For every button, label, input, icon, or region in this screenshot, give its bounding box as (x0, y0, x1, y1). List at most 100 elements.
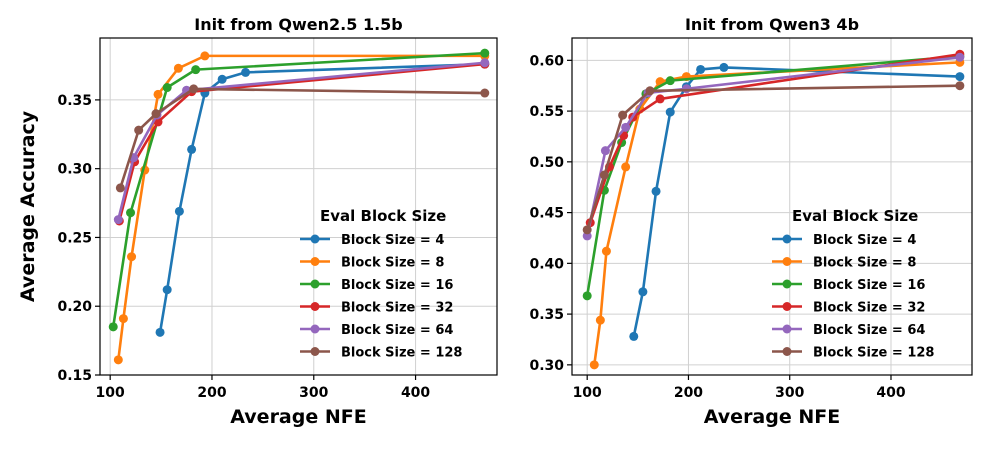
data-point (589, 360, 599, 370)
legend-swatch-marker (310, 279, 320, 289)
y-tick-label: 0.30 (529, 358, 564, 374)
chart-title: Init from Qwen3 4b (685, 15, 859, 34)
data-point (621, 122, 631, 132)
legend-item: Block Size = 8 (300, 256, 444, 271)
data-point (638, 287, 648, 297)
y-axis-label: Average Accuracy (17, 110, 39, 302)
x-tick-label: 300 (775, 385, 804, 401)
legend-swatch-marker (782, 302, 792, 311)
x-axis-label: Average NFE (704, 406, 840, 428)
data-point (151, 109, 161, 119)
legend-label: Block Size = 8 (813, 256, 916, 271)
legend-title: Eval Block Size (320, 207, 446, 225)
series-line (118, 62, 485, 222)
data-point (200, 51, 210, 61)
y-tick-label: 0.40 (529, 256, 564, 272)
data-point (127, 252, 137, 262)
y-tick-label: 0.35 (57, 93, 92, 109)
y-tick-label: 0.60 (529, 53, 564, 69)
data-point (113, 215, 123, 225)
legend-item: Block Size = 4 (300, 233, 444, 248)
chart-title: Init from Qwen2.5 1.5b (194, 15, 402, 34)
data-point (173, 63, 183, 73)
data-point (655, 94, 665, 104)
x-axis-label: Average NFE (230, 406, 366, 428)
legend-label: Block Size = 16 (341, 278, 453, 293)
data-point (174, 206, 184, 216)
legend-title: Eval Block Size (792, 207, 918, 225)
data-point (651, 186, 661, 196)
x-tick-label: 100 (573, 385, 602, 401)
legend-label: Block Size = 32 (341, 301, 453, 316)
legend-item: Block Size = 128 (772, 346, 934, 361)
legend-items: Block Size = 4 Block Size = 8 Block Size =… (300, 233, 462, 361)
y-tick-label: 0.55 (529, 104, 564, 120)
legend-label: Block Size = 64 (341, 323, 453, 338)
legend-item: Block Size = 64 (772, 323, 925, 338)
series-4 (113, 58, 490, 225)
legend-item: Block Size = 32 (300, 301, 453, 316)
data-point (955, 52, 965, 62)
legend-item: Block Size = 8 (772, 256, 916, 271)
data-point (115, 183, 125, 193)
data-point (665, 76, 675, 86)
y-tick-label: 0.20 (57, 299, 92, 315)
legend-swatch-marker (782, 279, 792, 289)
legend-label: Block Size = 4 (813, 233, 916, 248)
series-2 (108, 48, 490, 332)
data-point (189, 84, 199, 94)
legend-swatch-marker (310, 234, 320, 244)
x-tick-label: 200 (197, 385, 226, 401)
chart-panel-qwen25: 100 200 300 400 0.15 0.20 0.25 0.30 0.35 Init fr… (17, 15, 498, 428)
data-point (187, 144, 197, 154)
legend-swatch-marker (782, 324, 792, 334)
data-point (601, 246, 611, 256)
legend-items: Block Size = 4 Block Size = 8 Block Size =… (772, 233, 934, 361)
y-tick-label: 0.45 (529, 206, 564, 222)
series-0 (155, 59, 490, 337)
legend-label: Block Size = 8 (341, 256, 444, 271)
series-line (117, 61, 485, 220)
data-point (618, 110, 628, 120)
legend-swatch-marker (310, 257, 320, 266)
series-line (119, 87, 485, 189)
legend-item: Block Size = 32 (772, 301, 925, 316)
legend-swatch-marker (310, 302, 320, 311)
grid-layer (572, 38, 972, 375)
plot-frame (99, 37, 498, 376)
data-point (134, 125, 144, 135)
data-point (629, 331, 639, 341)
x-tick-label: 400 (401, 385, 430, 401)
legend-swatch-marker (782, 347, 792, 356)
series-0 (629, 62, 965, 341)
data-point (719, 62, 729, 72)
legend-label: Block Size = 32 (813, 301, 925, 316)
data-point (681, 84, 691, 94)
legend-swatch-marker (310, 347, 320, 356)
data-point (621, 162, 631, 172)
data-point (595, 315, 605, 325)
data-point (126, 208, 136, 218)
x-tick-label: 400 (876, 385, 905, 401)
data-point (217, 74, 227, 84)
x-tick-label: 100 (96, 385, 125, 401)
data-point (162, 285, 172, 295)
data-point (191, 65, 201, 75)
data-point (696, 64, 706, 74)
data-point (665, 107, 675, 117)
legend-swatch-marker (310, 324, 320, 334)
legend-label: Block Size = 128 (341, 346, 462, 361)
data-point (955, 81, 965, 91)
legend-item: Block Size = 4 (772, 233, 916, 248)
data-point (153, 89, 163, 99)
legend-label: Block Size = 16 (813, 278, 925, 293)
legend-item: Block Size = 128 (300, 346, 462, 361)
data-point (955, 72, 965, 82)
series-line (585, 55, 960, 237)
series-layer (108, 48, 490, 365)
legend-label: Block Size = 128 (813, 346, 934, 361)
legend-label: Block Size = 4 (341, 233, 444, 248)
